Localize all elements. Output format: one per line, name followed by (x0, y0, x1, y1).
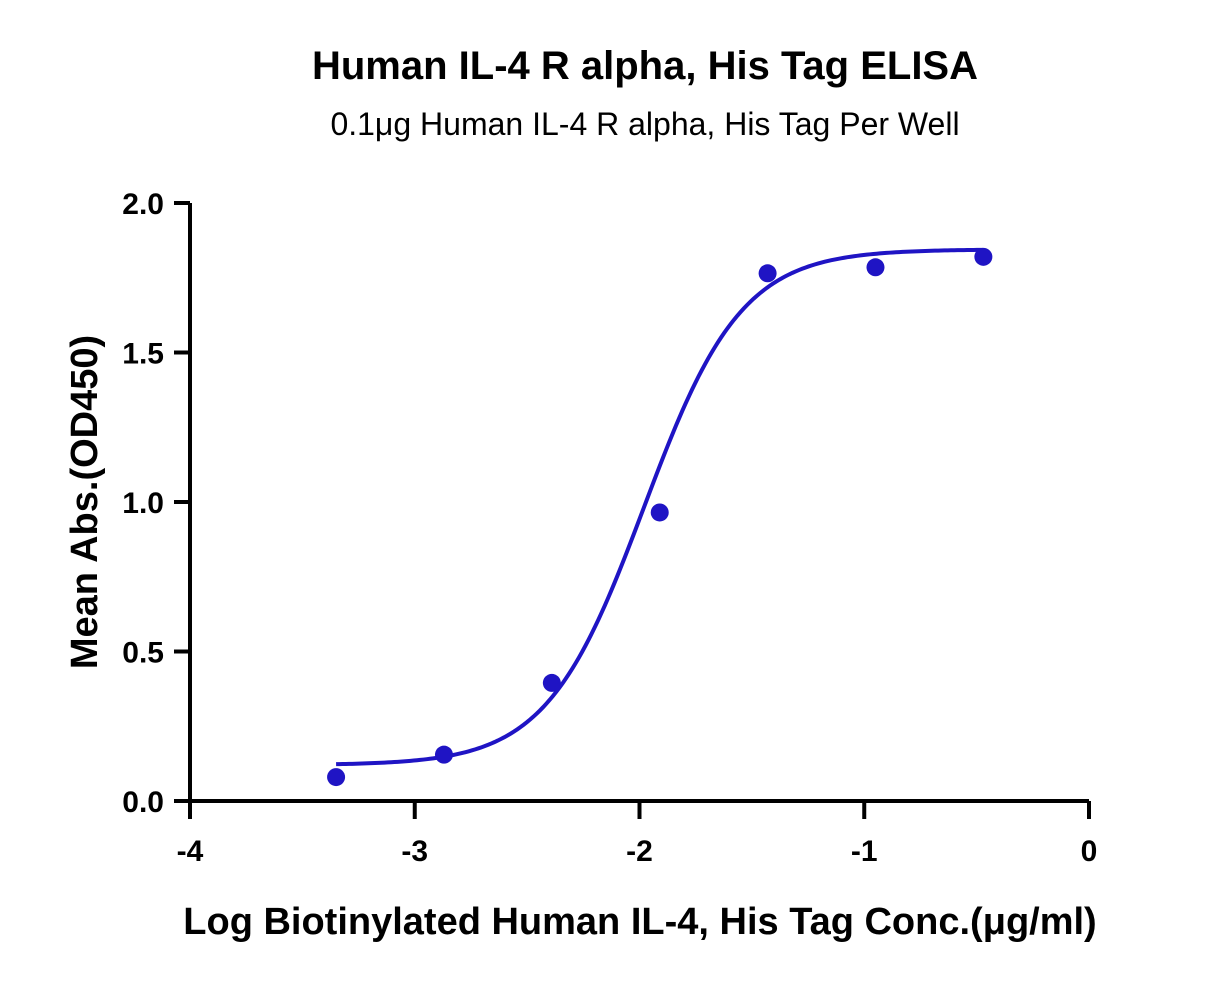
y-tick-label: 2.0 (122, 188, 164, 221)
x-tick-label: -2 (626, 835, 653, 868)
y-axis: 0.0 0.5 1.0 1.5 2.0 (122, 188, 192, 819)
y-tick-label: 0.5 (122, 637, 164, 670)
y-tick-label: 1.5 (122, 338, 164, 371)
y-tick-label: 0.0 (122, 786, 164, 819)
x-axis-title: Log Biotinylated Human IL-4, His Tag Con… (183, 901, 1096, 943)
chart-title: Human IL-4 R alpha, His Tag ELISA (311, 44, 978, 88)
chart-subtitle: 0.1μg Human IL-4 R alpha, His Tag Per We… (330, 106, 960, 142)
data-point (542, 673, 561, 692)
y-axis-title: Mean Abs.(OD450) (64, 335, 106, 669)
data-point (866, 258, 885, 277)
x-tick-label: -3 (401, 835, 428, 868)
data-point (650, 503, 669, 522)
x-tick-label: -4 (177, 835, 204, 868)
y-tick-label: 1.0 (122, 487, 164, 520)
data-point (758, 264, 777, 283)
data-point (974, 247, 993, 266)
data-points (327, 247, 993, 787)
x-tick-label: 0 (1081, 835, 1098, 868)
x-axis: -4 -3 -2 -1 0 (177, 799, 1098, 868)
x-tick-label: -1 (851, 835, 878, 868)
data-point (434, 745, 453, 764)
data-point (327, 768, 346, 787)
